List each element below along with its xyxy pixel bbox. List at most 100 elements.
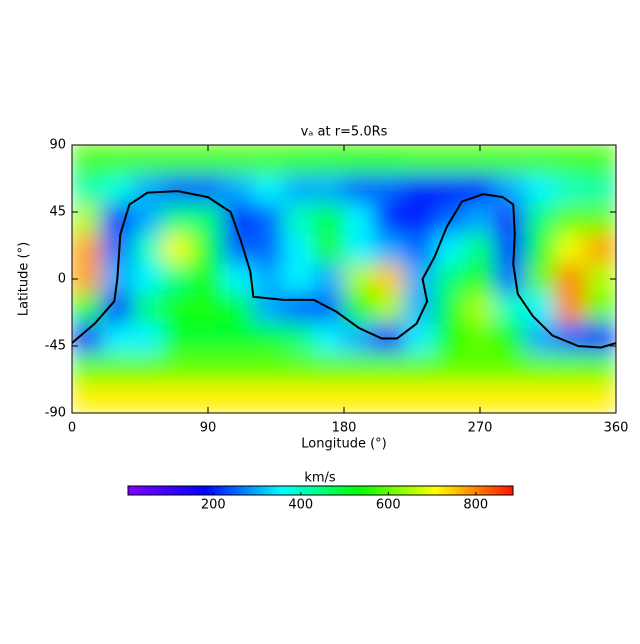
heatmap-cell [162,352,194,384]
heatmap-cell [101,382,133,413]
x-tick-label: 270 [468,421,493,436]
heatmap-cell [555,145,587,176]
x-tick-label: 0 [68,421,76,436]
heatmap-cell [524,323,557,354]
y-tick-label: -45 [45,339,66,354]
heatmap-cell [343,204,375,235]
heatmap-cell [252,174,285,206]
heatmap-cell [313,323,345,354]
heatmap-cell [403,233,436,265]
heatmap-cell [313,263,345,295]
x-tick-label: 360 [604,421,629,436]
heatmap-cell [434,352,466,384]
heatmap-cell [403,204,436,235]
heatmap-cell [524,293,557,325]
y-tick-label: 45 [49,205,66,220]
heatmap-cell [192,204,224,235]
heatmap-cell [101,174,133,206]
heatmap-cell [72,174,103,206]
map [72,145,616,413]
heatmap-cell [283,352,315,384]
heatmap-cell [162,204,194,235]
heatmap-cell [373,233,405,265]
heatmap-cell [494,174,526,206]
heatmap-cell [494,145,526,176]
heatmap-cell [494,263,526,295]
heatmap-cell [494,323,526,354]
x-axis-label: Longitude (°) [301,437,386,452]
heatmap-cell [101,233,133,265]
heatmap-cell [464,352,496,384]
y-axis-label: Latitude (°) [17,242,32,316]
heatmap-cell [252,382,285,413]
heatmap-cell [252,204,285,235]
heatmap-cell [373,204,405,235]
heatmap-cell [524,352,557,384]
heatmap-cell [313,352,345,384]
heatmap-cell [283,293,315,325]
heatmap-cell [252,233,285,265]
heatmap-cell [524,233,557,265]
heatmap-cell [162,233,194,265]
heatmap-cell [585,323,616,354]
y-tick-label: 0 [58,272,66,287]
heatmap-cell [131,382,164,413]
heatmap-cell [131,293,164,325]
heatmap-cell [403,263,436,295]
heatmap-cell [131,263,164,295]
heatmap-cell [162,145,194,176]
heatmap-cell [162,382,194,413]
heatmap-cell [162,174,194,206]
heatmap-cell [192,323,224,354]
heatmap-cell [464,263,496,295]
heatmap-cell [524,174,557,206]
heatmap-cell [313,174,345,206]
heatmap-cell [434,263,466,295]
heatmap-cell [434,174,466,206]
heatmap-cell [131,145,164,176]
heatmap-cell [222,233,254,265]
heatmap-cell [222,352,254,384]
heatmap-cell [222,145,254,176]
colorbar-tick-label: 800 [463,498,488,513]
heatmap-cell [343,145,375,176]
heatmap-cell [313,204,345,235]
x-tick-label: 180 [332,421,357,436]
chart-title: vₐ at r=5.0Rs [301,125,388,140]
heatmap-cell [373,145,405,176]
heatmap-cell [131,233,164,265]
heatmap-cell [283,233,315,265]
heatmap-cell [343,263,375,295]
heatmap-cell [313,382,345,413]
heatmap-cell [283,204,315,235]
heatmap-cell [494,204,526,235]
heatmap-cell [222,323,254,354]
colorbar [127,485,514,496]
heatmap-cell [464,204,496,235]
heatmap-cell [434,145,466,176]
heatmap-cell [434,323,466,354]
heatmap-cell [464,293,496,325]
heatmap-cell [283,145,315,176]
heatmap-cell [403,352,436,384]
heatmap-cell [131,204,164,235]
heatmap-cell [464,323,496,354]
heatmap-cell [283,323,315,354]
heatmap-cell [373,174,405,206]
heatmap-cell [192,174,224,206]
heatmap-cell [434,204,466,235]
heatmap-cell [192,263,224,295]
colorbar-label: km/s [304,471,336,486]
heatmap-cell [192,233,224,265]
colorbar-tick-label: 200 [201,498,226,513]
heatmap-cell [585,204,616,235]
heatmap-cell [101,145,133,176]
heatmap-cell [524,204,557,235]
heatmap-cell [464,174,496,206]
heatmap-cell [555,382,587,413]
heatmap-cell [403,174,436,206]
heatmap-cell [494,233,526,265]
colorbar-tick-label: 400 [288,498,313,513]
heatmap-cell [252,145,285,176]
heatmap-cell [222,174,254,206]
